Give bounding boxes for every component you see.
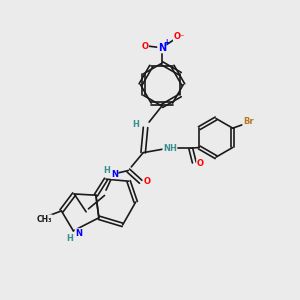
Text: O: O bbox=[197, 160, 204, 169]
Text: H: H bbox=[103, 166, 110, 175]
Text: N: N bbox=[158, 43, 166, 53]
Text: N: N bbox=[111, 169, 118, 178]
Text: NH: NH bbox=[163, 144, 177, 153]
Text: CH₃: CH₃ bbox=[37, 215, 52, 224]
Text: H: H bbox=[133, 120, 140, 129]
Text: N: N bbox=[75, 229, 82, 238]
Text: Br: Br bbox=[243, 117, 254, 126]
Text: H: H bbox=[66, 234, 73, 243]
Text: O⁻: O⁻ bbox=[173, 32, 185, 41]
Text: O: O bbox=[141, 42, 148, 51]
Text: O: O bbox=[143, 177, 150, 186]
Text: +: + bbox=[163, 38, 170, 46]
